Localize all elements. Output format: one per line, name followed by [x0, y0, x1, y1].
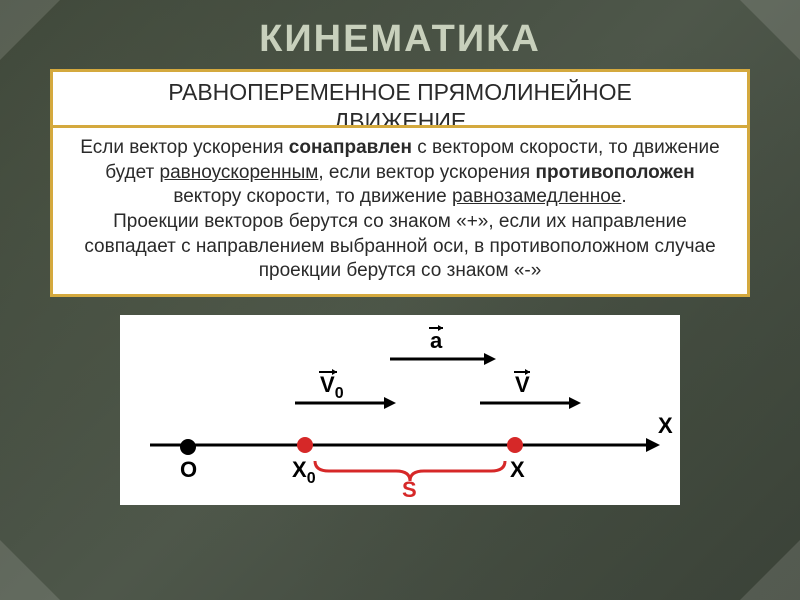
page-title: КИНЕМАТИКА	[0, 0, 800, 69]
p1-i: .	[621, 186, 626, 207]
p1-e: , если вектор ускорения	[318, 162, 535, 183]
p1-a: Если вектор ускорения	[80, 137, 289, 158]
subtitle-box: РАВНОПЕРЕМЕННОЕ ПРЯМОЛИНЕЙНОЕ ДВИЖЕНИЕ	[50, 69, 750, 131]
svg-text:a: a	[430, 328, 443, 353]
diagram-svg: X O X0 Xa V0 V S	[120, 315, 680, 505]
p1-d: равноускоренным	[160, 162, 319, 183]
svg-text:V: V	[515, 372, 530, 397]
svg-text:X: X	[510, 457, 525, 482]
svg-text:S: S	[402, 477, 417, 502]
p1-h: равнозамедленное	[452, 186, 621, 207]
frame-corner-br	[740, 540, 800, 600]
svg-text:X0: X0	[292, 457, 316, 487]
description-box: Если вектор ускорения сонаправлен с вект…	[50, 125, 750, 297]
subtitle-line1: РАВНОПЕРЕМЕННОЕ ПРЯМОЛИНЕЙНОЕ	[168, 79, 632, 105]
frame-corner-bl	[0, 540, 60, 600]
svg-text:X: X	[658, 413, 673, 438]
p1-f: противоположен	[536, 162, 695, 183]
svg-text:V0: V0	[320, 372, 344, 402]
p2: Проекции векторов берутся со знаком «+»,…	[84, 211, 715, 281]
svg-text:O: O	[180, 457, 197, 482]
kinematics-diagram: X O X0 Xa V0 V S	[120, 315, 680, 505]
p1-b: сонаправлен	[289, 137, 412, 158]
p1-g: вектору скорости, то движение	[173, 186, 452, 207]
